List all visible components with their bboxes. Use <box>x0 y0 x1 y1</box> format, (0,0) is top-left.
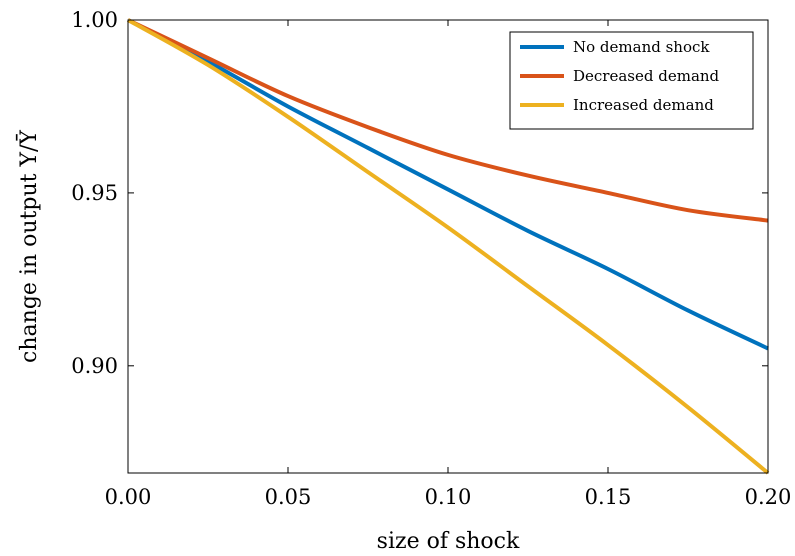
legend-label: Decreased demand <box>573 67 720 85</box>
legend-label: Increased demand <box>573 96 714 114</box>
series-line-2 <box>127 18 769 223</box>
axis-ticks: 0.00 0.05 0.10 0.15 0.20 0.90 0.95 1.00 <box>71 8 791 509</box>
x-tick-label: 0.15 <box>585 485 632 509</box>
series-line-1 <box>127 18 769 351</box>
legend-label: No demand shock <box>573 38 710 56</box>
x-tick-label: 0.20 <box>745 485 792 509</box>
x-tick-label: 0.00 <box>105 485 152 509</box>
plot-area <box>127 18 770 475</box>
y-axis-title: change in output Y/Ȳ <box>16 130 42 363</box>
x-tick-label: 0.05 <box>265 485 312 509</box>
legend: No demand shock Decreased demand Increased… <box>509 31 754 130</box>
y-tick-label: 0.90 <box>71 354 118 378</box>
y-tick-label: 0.95 <box>71 181 118 205</box>
x-axis-title: size of shock <box>377 529 520 552</box>
x-tick-label: 0.10 <box>425 485 472 509</box>
y-tick-label: 1.00 <box>71 8 118 32</box>
series-line-3 <box>127 18 770 475</box>
